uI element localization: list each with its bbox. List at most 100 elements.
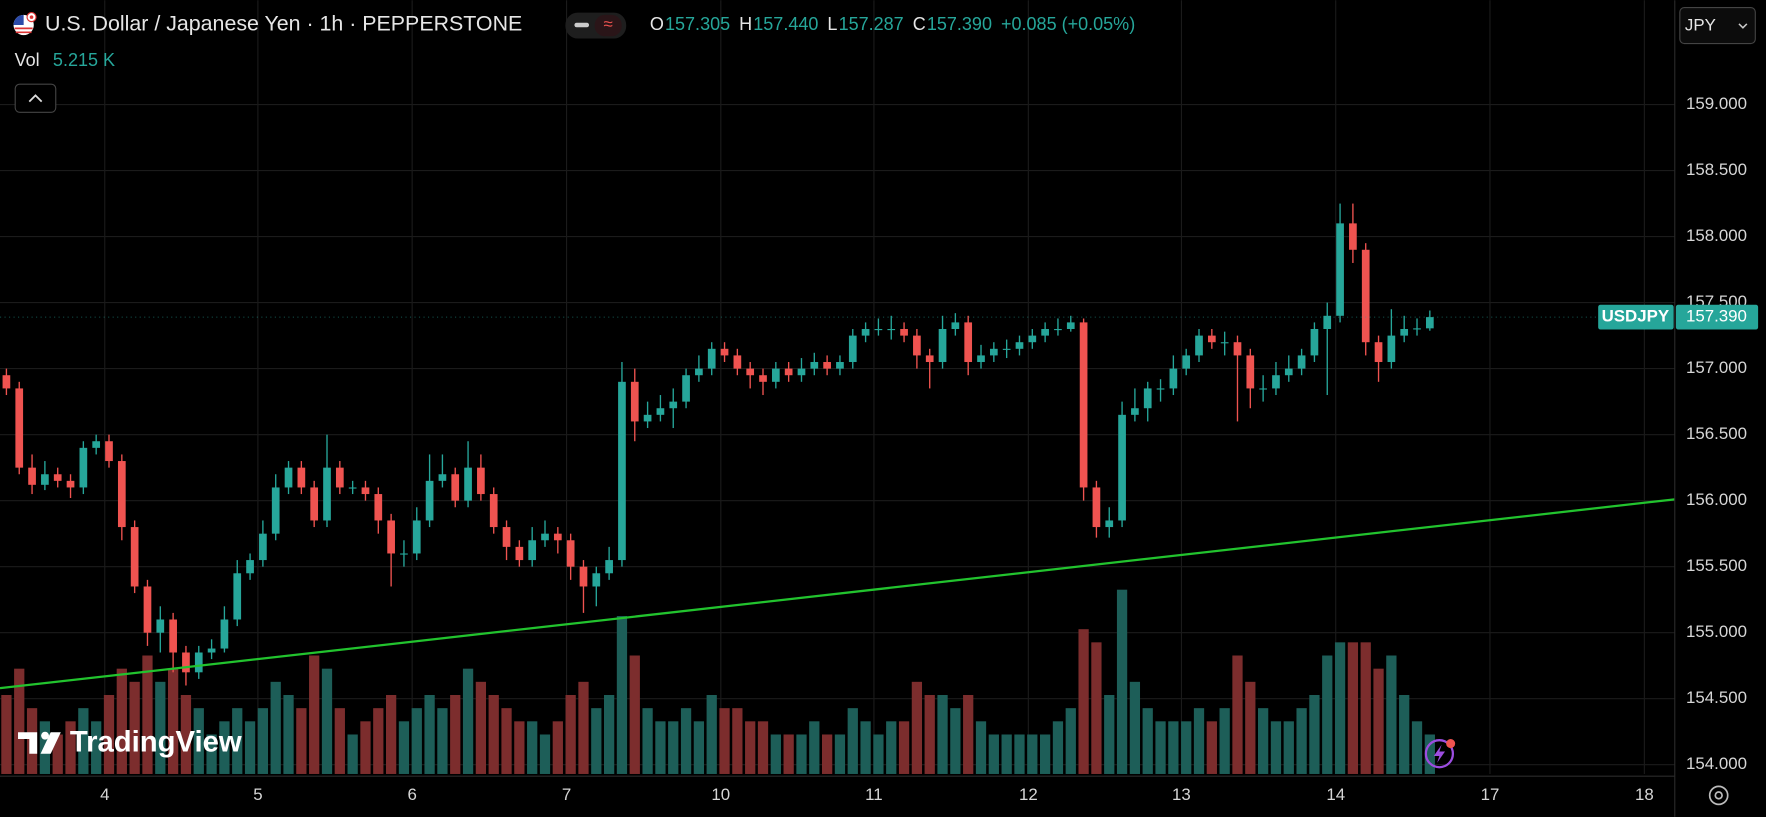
candle-body <box>464 467 472 501</box>
candle-body <box>951 322 960 330</box>
volume-bar <box>1078 629 1089 774</box>
settings-icon[interactable] <box>1708 785 1729 806</box>
candle-body <box>913 335 921 356</box>
volume-bar <box>745 721 756 774</box>
ohlc-value: 157.390 <box>927 14 992 34</box>
ohlc-key: H <box>739 14 752 34</box>
y-tick-label: 154.500 <box>1686 688 1747 707</box>
candle-body <box>1092 487 1101 528</box>
candle-body <box>271 487 280 534</box>
candle-body <box>259 533 267 561</box>
volume-bar <box>437 708 448 774</box>
candle-body <box>117 461 126 528</box>
volume-bar <box>398 721 410 774</box>
volume-bar <box>206 734 217 774</box>
candle-body <box>1400 329 1409 336</box>
candle-body <box>1413 328 1421 330</box>
chart-title: U.S. Dollar / Japanese Yen · 1h · PEPPER… <box>45 12 522 36</box>
candle-body <box>2 375 11 389</box>
volume-bar <box>886 721 897 774</box>
currency-dropdown[interactable]: JPY <box>1679 6 1756 45</box>
price-tag-label: 157.390 <box>1686 307 1747 326</box>
volume-bar <box>91 721 102 774</box>
candle-body <box>771 368 780 382</box>
volume-bar <box>270 681 281 774</box>
ohlc-value: 157.305 <box>665 14 730 34</box>
flag-icon <box>13 12 37 36</box>
volume-bar <box>193 708 204 774</box>
volume-bar <box>1360 642 1371 774</box>
candle-body <box>1387 335 1396 363</box>
candle-body <box>1169 368 1178 389</box>
toggle-pill[interactable]: ≈ <box>565 12 627 39</box>
volume-bar <box>167 668 179 774</box>
candle-body <box>41 474 49 485</box>
volume-bar <box>1027 734 1038 774</box>
volume-bar <box>642 708 653 774</box>
x-tick-label: 12 <box>1019 785 1038 804</box>
brand-logo: TradingView <box>18 725 242 758</box>
currency: JPY <box>1685 16 1716 35</box>
y-tick-label: 157.000 <box>1686 358 1747 377</box>
grid <box>0 0 1675 774</box>
volume-value: 5.215 K <box>53 50 115 70</box>
candle-body <box>1015 342 1024 349</box>
volume-bar <box>1296 708 1307 774</box>
volume-bar <box>514 721 525 774</box>
candle-body <box>233 573 242 620</box>
volume-bar <box>475 681 487 774</box>
candle-body <box>1374 342 1383 363</box>
candle-body <box>605 560 613 574</box>
candle-body <box>425 480 434 521</box>
candle-body <box>477 467 485 495</box>
volume-bar <box>1283 721 1294 774</box>
volume-bar <box>873 734 884 774</box>
volume-bar <box>527 721 538 774</box>
volume-bar <box>565 694 576 774</box>
volume-bar <box>1386 655 1397 774</box>
volume-bar <box>14 668 25 774</box>
candle-body <box>553 533 562 541</box>
volume-bar <box>334 708 345 774</box>
y-tick-label: 155.000 <box>1686 622 1747 641</box>
candle-body <box>695 368 703 376</box>
candle-body <box>682 375 690 402</box>
candle-body <box>92 441 101 448</box>
brand: TradingView <box>70 725 242 758</box>
volume-bar <box>629 655 640 774</box>
ohlc-key: O <box>650 14 664 34</box>
candle-body <box>412 520 421 554</box>
volume-bar <box>1116 589 1128 774</box>
candle-body <box>630 381 639 422</box>
volume-bar <box>655 721 666 774</box>
x-tick-label: 6 <box>407 785 416 804</box>
candle-body <box>387 520 395 554</box>
candle-body <box>182 652 190 673</box>
candle-body <box>925 355 934 363</box>
volume-bar <box>1373 668 1384 774</box>
y-tick-label: 156.500 <box>1686 424 1747 443</box>
ohlc-key: C <box>913 14 926 34</box>
symbol-tag-label: USDJPY <box>1602 307 1670 326</box>
candle-body <box>1272 375 1280 389</box>
volume-bar <box>603 694 615 774</box>
volume-bar <box>373 708 384 774</box>
candle-body <box>361 487 370 495</box>
ohlc-value: 157.440 <box>753 14 818 34</box>
candle-body <box>400 553 408 555</box>
candle-body <box>861 329 870 336</box>
candle-body <box>1182 355 1191 369</box>
alert-icon[interactable] <box>1424 739 1456 769</box>
candle-body <box>451 474 460 501</box>
volume-bar <box>232 708 243 774</box>
candle-body <box>1259 388 1267 390</box>
candle-body <box>848 335 857 363</box>
candle-body <box>1054 329 1062 331</box>
volume-bar <box>1206 721 1217 774</box>
volume-bar <box>1129 681 1141 774</box>
volume-bar <box>1039 734 1051 774</box>
candle-body <box>143 586 152 633</box>
collapse-button[interactable] <box>14 83 57 113</box>
